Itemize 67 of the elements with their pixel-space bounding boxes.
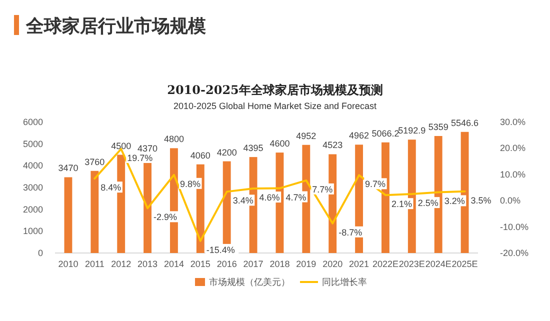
y-tick-label: 1000 [22,226,43,236]
bar [64,177,72,253]
x-tick-label: 2020 [322,259,343,269]
y2-tick-label: 0.0% [500,196,521,206]
data-label: 4500 [111,140,132,151]
y-tick-label: 2000 [22,204,43,214]
text: 全球家居行业市场规模 [25,16,206,36]
data-label: 4962 [349,130,370,141]
data-label: 5192.9 [398,126,426,136]
data-label: 3470 [58,163,78,174]
y2-tick-label: -10.0% [500,222,529,232]
x-tick-label: 2015 [190,259,210,269]
data-label: 5066.2 [372,128,400,138]
x-tick-label: 2022E [372,259,398,269]
y2-tick-label: 10.0% [500,169,526,180]
data-label: 2.1% [391,199,412,210]
data-label: 4200 [216,147,237,158]
data-label: 2.5% [418,198,438,208]
x-tick-label: 2011 [84,259,104,269]
data-label: 7.7% [312,184,333,194]
x-tick-label: 2023E [398,259,425,269]
data-label: 9.7% [365,179,386,190]
y-tick-label: 5000 [22,138,43,149]
x-tick-label: 2024E [425,259,452,269]
data-label: 4.6% [259,192,280,203]
data-label: 3.4% [232,196,254,206]
y2-tick-label: 20.0% [500,143,526,154]
y-tick-label: 3000 [22,182,43,192]
data-label: 4.7% [286,192,306,202]
x-tick-label: 2012 [111,259,132,269]
x-tick-label: 2016 [216,259,237,269]
data-label: -8.7% [338,227,362,238]
data-label: 4952 [296,130,316,141]
chart-subtitle: 2010-2025 Global Home Market Size and Forecast [173,101,378,111]
data-label: 3.5% [470,195,492,206]
legend-label: 市场规模（亿美元） [209,277,290,287]
data-label: 3760 [84,156,105,167]
x-tick-label: 2017 [243,259,264,269]
y-tick-label: 6000 [22,117,43,127]
bar [90,170,99,253]
data-label: 4370 [138,144,158,154]
x-tick-label: 2013 [138,259,158,269]
data-label: 4395 [243,143,264,154]
y-tick-label: 0 [38,248,43,258]
x-tick-label: 2021 [349,259,370,269]
data-label: 9.8% [180,178,200,189]
data-label: 4600 [270,138,290,149]
data-label: 19.7% [127,152,153,163]
y2-tick-label: -20.0% [500,248,529,258]
data-label: 8.4% [100,182,122,193]
data-label: 4523 [322,140,343,150]
x-tick-label: 2010 [58,259,78,269]
x-tick-label: 2018 [270,259,290,269]
data-label: 5546.6 [451,118,479,128]
data-label: 3.2% [444,196,465,206]
data-label: 4060 [190,150,210,160]
y-tick-label: 4000 [22,160,43,171]
data-label: 4800 [164,134,184,144]
x-tick-label: 2014 [164,259,184,269]
legend-label: 同比增长率 [322,277,367,287]
y2-tick-label: 30.0% [500,117,526,127]
data-label: 5359 [428,122,448,132]
data-label: -15.4% [206,244,235,255]
x-tick-label: 2025E [452,259,478,269]
chart-title: 2010-2025年全球家居市场规模及预测 [167,83,383,97]
data-label: -2.9% [154,212,178,222]
x-tick-label: 2019 [296,259,316,269]
